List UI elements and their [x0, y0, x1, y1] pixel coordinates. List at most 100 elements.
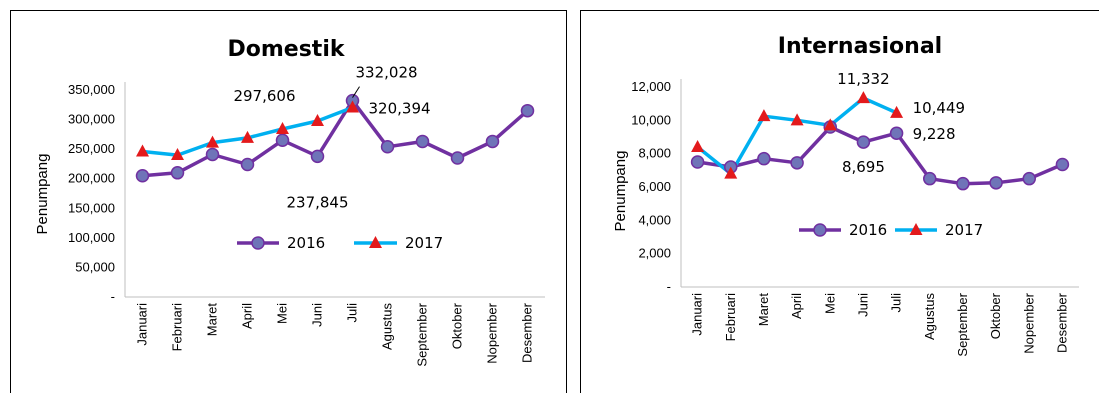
y-tick-label: -: [111, 289, 115, 304]
data-point-2016: [923, 171, 937, 186]
data-point-2016: [889, 126, 904, 140]
x-tick-label: Oktober: [988, 292, 1003, 339]
y-axis-title: Penumpang: [612, 151, 629, 232]
data-point-2016: [275, 133, 290, 148]
y-tick-label: 300,000: [68, 112, 115, 127]
x-tick-label: Agustus: [922, 293, 937, 340]
data-label: 11,332: [837, 70, 890, 88]
label-leader-line: [352, 86, 360, 98]
chart-domestik: Domestik - 50,000 100,000 150,000 200,000 250,…: [34, 37, 545, 367]
x-tick-label: Nopember: [1021, 292, 1036, 353]
legend-label: 2016: [287, 234, 325, 252]
data-point-2016: [989, 176, 1003, 190]
x-tick-label: Maret: [756, 293, 771, 327]
legend-marker-2016: [813, 223, 827, 237]
x-tick-label: September: [955, 292, 970, 356]
x-tick-label: Nopember: [485, 302, 500, 363]
legend-label: 2017: [945, 221, 983, 239]
chart-panel-domestik: Domestik - 50,000 100,000 150,000 200,000 250,…: [10, 10, 567, 393]
x-tick-label: April: [789, 293, 804, 319]
x-tick-label: Juni: [310, 303, 325, 327]
y-tick-label: 100,000: [68, 230, 115, 245]
legend-marker-2016: [251, 236, 265, 250]
chart-title: Domestik: [227, 37, 345, 62]
x-tick-label: Januari: [135, 303, 150, 346]
y-tick-label: 150,000: [68, 200, 115, 215]
y-tick-label: -: [667, 279, 671, 294]
data-point-2017: [171, 148, 184, 161]
x-tick-label: Februari: [170, 303, 185, 352]
data-point-2017: [311, 113, 324, 126]
x-tick-label: Desember: [520, 302, 535, 363]
data-point-2016: [790, 156, 804, 170]
y-tick-label: 12,000: [631, 79, 671, 94]
data-point-2016: [485, 134, 500, 149]
data-label: 237,845: [286, 193, 348, 211]
data-point-2017: [724, 166, 738, 179]
y-axis-title: Penumpang: [34, 154, 51, 235]
x-tick-label: Mei: [822, 293, 837, 314]
data-point-2017: [241, 130, 254, 143]
legend-label: 2017: [405, 234, 443, 252]
data-label: 8,695: [842, 158, 885, 176]
data-point-2016: [1055, 157, 1070, 172]
data-label: 320,394: [369, 100, 431, 118]
y-tick-label: 350,000: [68, 82, 115, 97]
y-tick-label: 50,000: [75, 259, 115, 274]
data-point-2017: [206, 135, 219, 148]
chart-title: Internasional: [778, 34, 942, 59]
data-point-2017: [890, 105, 904, 118]
y-tick-label: 200,000: [68, 171, 115, 186]
x-tick-label: Juli: [889, 293, 904, 313]
y-tick-label: 4,000: [638, 212, 671, 227]
data-point-2017: [136, 144, 149, 157]
x-tick-label: Mei: [275, 303, 290, 324]
data-point-2017: [823, 118, 837, 131]
x-tick-label: September: [415, 302, 430, 366]
data-point-2016: [170, 166, 185, 180]
series-line-2016: [142, 98, 529, 178]
data-point-2017: [276, 122, 289, 135]
y-tick-label: 10,000: [631, 112, 671, 127]
data-point-2017: [757, 109, 771, 122]
x-tick-label: Oktober: [450, 302, 465, 349]
data-point-2016: [310, 149, 325, 164]
data-point-2016: [690, 155, 705, 169]
data-point-2016: [415, 134, 430, 149]
data-point-2016: [380, 140, 395, 154]
data-point-2016: [520, 103, 535, 118]
x-tick-label: Juni: [855, 293, 870, 317]
data-label: 9,228: [913, 125, 956, 143]
data-label: 10,449: [913, 99, 966, 117]
data-label: 297,606: [233, 87, 295, 105]
data-point-2016: [205, 147, 220, 162]
y-tick-label: 250,000: [68, 141, 115, 156]
legend-marker-2017: [909, 223, 923, 235]
data-point-2016: [450, 151, 465, 165]
x-tick-label: Februari: [723, 293, 738, 342]
x-tick-label: Maret: [205, 303, 220, 337]
data-point-2016: [1022, 171, 1036, 186]
y-tick-label: 6,000: [638, 179, 671, 194]
data-point-2017: [346, 100, 359, 113]
chart-panel-internasional: Internasional - 2,000 4,000 6,000 8,000 10,000…: [580, 10, 1099, 393]
data-point-2016: [856, 135, 871, 149]
x-tick-label: April: [240, 303, 255, 329]
x-tick-label: Desember: [1054, 292, 1069, 353]
legend-label: 2016: [849, 221, 887, 239]
y-tick-label: 2,000: [638, 246, 671, 261]
data-point-2017: [790, 113, 804, 126]
data-point-2016: [757, 151, 771, 166]
data-label: 332,028: [356, 64, 418, 82]
data-point-2016: [956, 176, 970, 191]
y-tick-label: 8,000: [638, 146, 671, 161]
chart-internasional: Internasional - 2,000 4,000 6,000 8,000 10,000…: [612, 34, 1079, 357]
data-point-2017: [856, 91, 870, 104]
x-tick-label: Agustus: [380, 303, 395, 350]
data-point-2016: [240, 157, 255, 172]
data-point-2016: [135, 169, 150, 183]
x-tick-label: Januari: [690, 293, 705, 336]
data-point-2017: [691, 140, 705, 152]
x-tick-label: Juli: [345, 303, 360, 323]
legend-marker-2017: [369, 236, 382, 248]
